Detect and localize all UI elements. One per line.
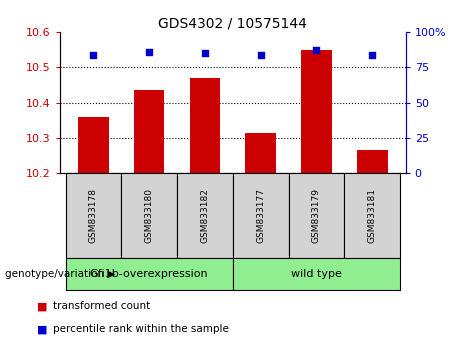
Text: percentile rank within the sample: percentile rank within the sample xyxy=(53,324,229,334)
Text: GSM833177: GSM833177 xyxy=(256,188,265,244)
Bar xyxy=(245,133,276,173)
Text: GSM833182: GSM833182 xyxy=(201,188,209,244)
Text: genotype/variation ▶: genotype/variation ▶ xyxy=(5,269,115,279)
Point xyxy=(146,49,153,55)
Text: transformed count: transformed count xyxy=(53,301,150,311)
Point xyxy=(257,52,264,57)
Bar xyxy=(189,78,220,173)
Text: ■: ■ xyxy=(37,324,47,334)
Text: GSM833179: GSM833179 xyxy=(312,188,321,244)
Text: GSM833181: GSM833181 xyxy=(368,188,377,244)
Point xyxy=(201,50,209,56)
Text: ■: ■ xyxy=(37,301,47,311)
Bar xyxy=(78,117,109,173)
Text: Gfi1b-overexpression: Gfi1b-overexpression xyxy=(90,269,208,279)
Bar xyxy=(357,150,388,173)
Bar xyxy=(134,90,165,173)
Point xyxy=(368,52,376,57)
Point xyxy=(313,47,320,53)
Title: GDS4302 / 10575144: GDS4302 / 10575144 xyxy=(159,17,307,31)
Bar xyxy=(301,50,332,173)
Text: wild type: wild type xyxy=(291,269,342,279)
Text: GSM833180: GSM833180 xyxy=(145,188,154,244)
Point xyxy=(90,52,97,57)
Text: GSM833178: GSM833178 xyxy=(89,188,98,244)
